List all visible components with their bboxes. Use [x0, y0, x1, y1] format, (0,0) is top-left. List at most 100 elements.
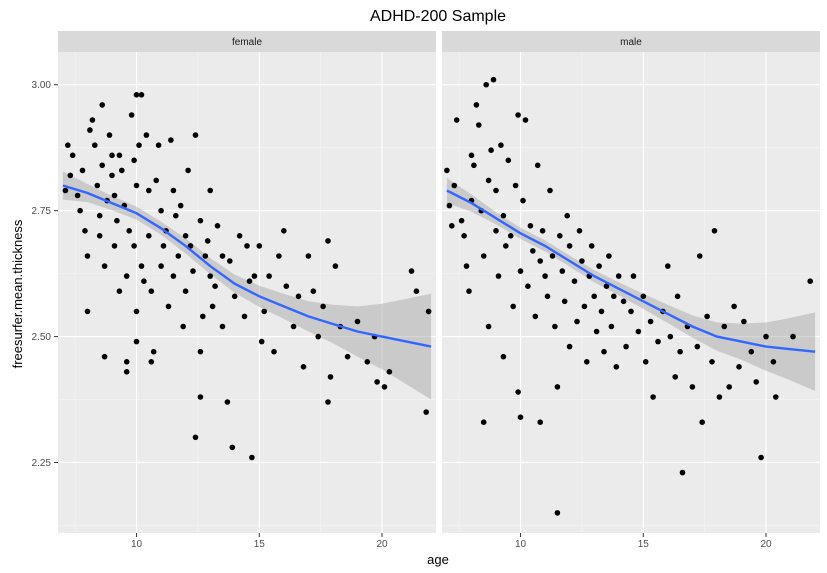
data-point [170, 187, 177, 194]
data-point [758, 454, 764, 461]
data-point [515, 389, 521, 395]
data-point [505, 157, 512, 164]
data-point [716, 394, 723, 400]
data-point [185, 167, 191, 174]
data-point [476, 122, 482, 128]
data-point [266, 273, 272, 279]
data-point [119, 167, 125, 174]
data-point [576, 228, 583, 234]
smoother-line [62, 184, 432, 348]
y-axis-title: freesurfer.mean.thickness [10, 219, 25, 368]
data-point [271, 348, 277, 355]
data-point [790, 333, 796, 340]
data-point [532, 313, 539, 320]
data-point [153, 177, 159, 184]
data-point [131, 243, 137, 249]
data-point [598, 308, 605, 315]
data-point [566, 243, 573, 249]
data-point [143, 132, 150, 138]
data-point [246, 278, 253, 285]
data-point [281, 228, 287, 234]
data-point [601, 348, 607, 355]
data-point [554, 384, 561, 390]
data-point [642, 359, 649, 365]
data-point [557, 233, 563, 239]
data-point [463, 263, 470, 269]
data-point [726, 384, 732, 390]
data-point [527, 223, 534, 229]
data-point [635, 328, 642, 335]
data-point [574, 318, 580, 325]
data-point [207, 187, 213, 194]
data-point [192, 132, 199, 138]
data-point [466, 288, 472, 295]
data-point [689, 384, 696, 390]
data-point [158, 207, 164, 214]
data-point [82, 228, 88, 234]
data-point [374, 379, 380, 385]
data-point [773, 394, 779, 400]
data-point [69, 152, 76, 159]
data-point [219, 323, 226, 330]
data-point [704, 313, 710, 320]
data-point [276, 253, 282, 259]
data-point [79, 167, 86, 174]
data-point [608, 323, 615, 330]
data-point [327, 374, 334, 380]
data-point [650, 394, 656, 400]
panel-background [442, 52, 820, 533]
data-point [503, 243, 509, 249]
data-point [258, 338, 265, 345]
data-point [711, 228, 718, 234]
data-point [354, 318, 361, 325]
data-point [101, 263, 108, 269]
data-point [244, 243, 250, 249]
data-point [114, 217, 120, 224]
data-point [136, 142, 142, 148]
x-tick-label: 20 [760, 539, 772, 550]
data-point [325, 238, 331, 244]
data-point [566, 343, 573, 350]
data-point [517, 414, 524, 421]
data-point [214, 223, 221, 229]
data-point [461, 233, 467, 239]
data-point [571, 278, 578, 285]
data-point [111, 243, 118, 249]
y-tick-label: 3.00 [32, 80, 52, 91]
data-point [552, 323, 558, 330]
data-point [116, 152, 123, 159]
data-point [99, 162, 105, 169]
data-point [197, 217, 204, 224]
data-point [111, 192, 118, 199]
data-point [123, 369, 130, 375]
data-point [65, 142, 71, 148]
data-point [515, 112, 521, 118]
data-point [588, 243, 595, 249]
data-point [672, 374, 678, 380]
data-point [665, 263, 671, 269]
data-point [96, 212, 103, 219]
data-point [647, 318, 654, 325]
data-point [89, 117, 96, 123]
data-point [473, 102, 480, 108]
data-point [606, 253, 612, 259]
data-point [197, 348, 204, 355]
data-point [92, 142, 98, 148]
data-point [165, 303, 172, 310]
data-point [493, 228, 499, 234]
data-point [512, 182, 519, 189]
data-point [168, 137, 174, 143]
facet-panel-female: female 10 15 20 [58, 31, 436, 550]
data-point [315, 333, 322, 340]
data-point [593, 328, 600, 335]
data-point [94, 182, 101, 189]
facet-strip [58, 31, 436, 52]
data-point [628, 308, 634, 315]
data-point [133, 92, 140, 98]
data-point [534, 162, 541, 169]
data-point [748, 348, 755, 355]
confidence-ribbon [62, 171, 432, 400]
x-tick-label: 15 [638, 539, 650, 550]
data-point [451, 182, 458, 189]
data-point [471, 162, 477, 169]
